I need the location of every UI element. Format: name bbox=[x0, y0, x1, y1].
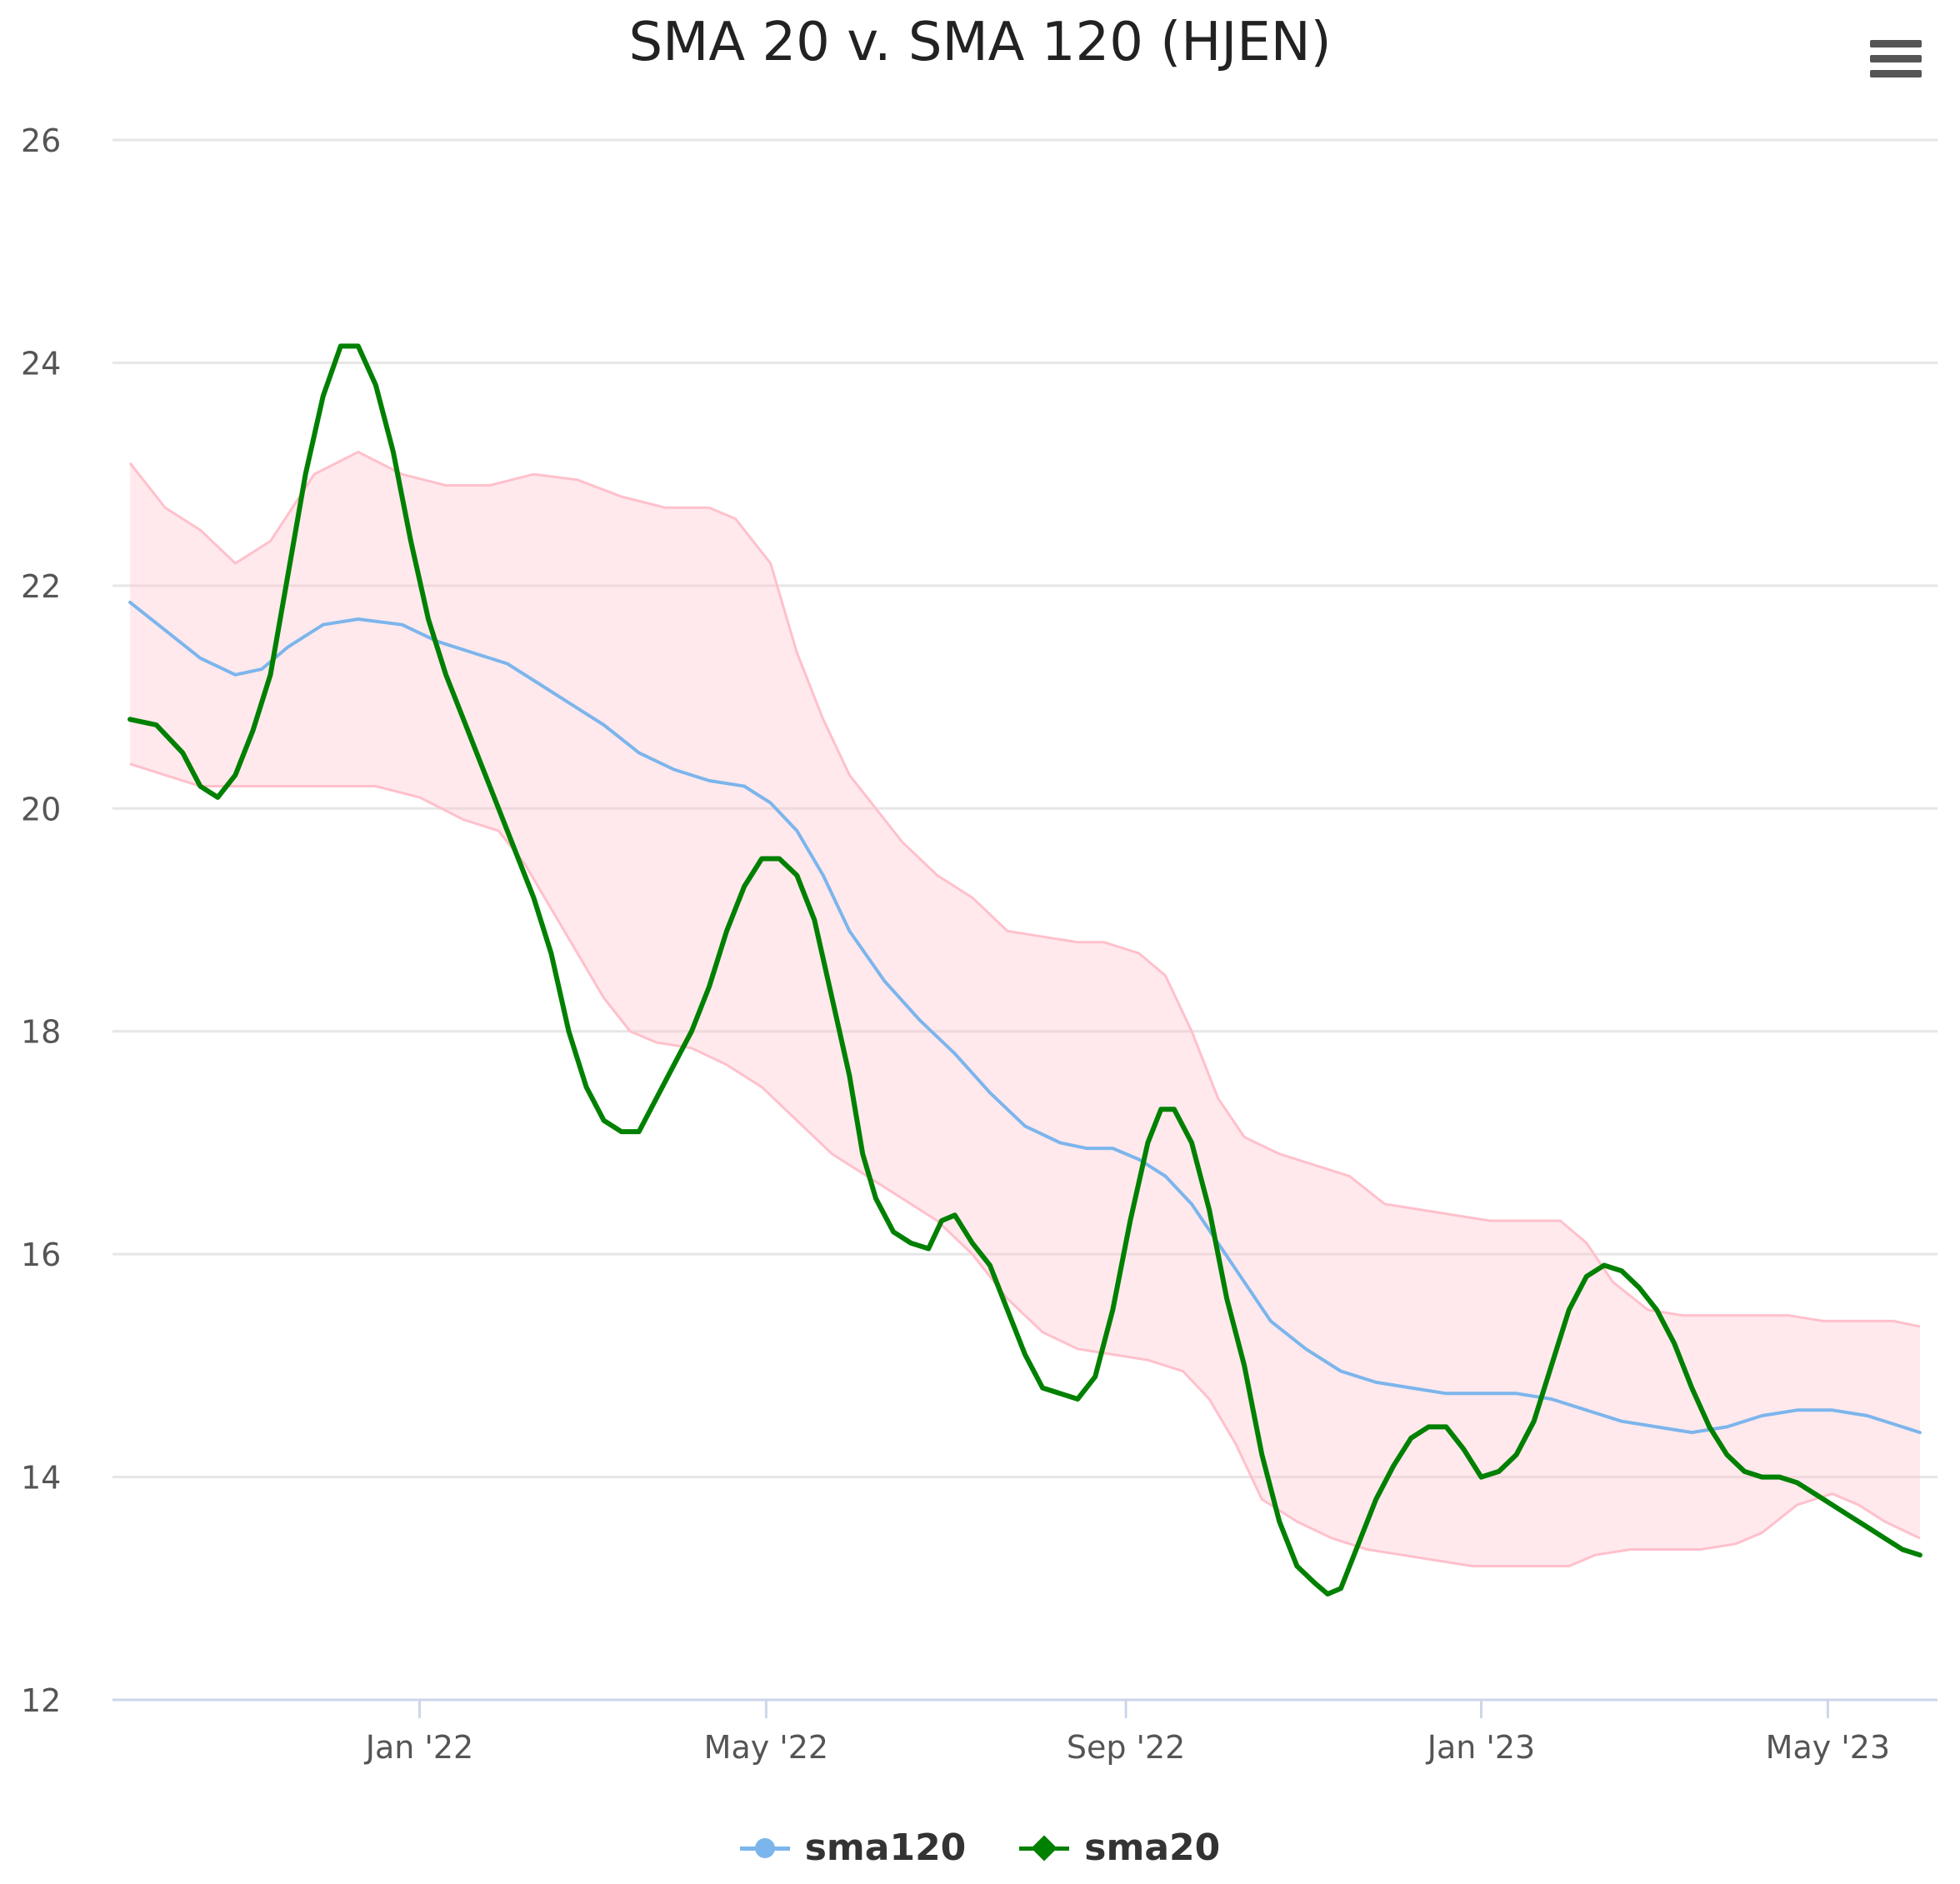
y-tick-label: 20 bbox=[21, 791, 61, 827]
y-tick-label: 26 bbox=[21, 122, 61, 159]
legend-item-sma120[interactable]: sma120 bbox=[739, 1827, 967, 1869]
sma120-legend-icon bbox=[739, 1836, 790, 1861]
series-line-sma120 bbox=[128, 600, 1922, 1435]
chart-plot: 12 14 16 18 20 22 24 26 Jan '22 May '22 Sep '22 Jan… bbox=[21, 122, 1938, 1766]
legend-label-sma20: sma20 bbox=[1084, 1827, 1221, 1869]
legend-label-sma120: sma120 bbox=[804, 1827, 967, 1869]
x-tick-label: Sep '22 bbox=[1067, 1729, 1186, 1766]
x-tick-label: Jan '23 bbox=[1426, 1729, 1535, 1766]
band-upper-line bbox=[128, 450, 1921, 1328]
band-area bbox=[130, 452, 1920, 1567]
grid-layer bbox=[112, 138, 1938, 1479]
axis-layer: 12 14 16 18 20 22 24 26 Jan '22 May '22 Sep '22 Jan… bbox=[21, 122, 1938, 1766]
x-tick-label: Jan '22 bbox=[364, 1729, 473, 1766]
legend: sma120 sma20 bbox=[0, 1827, 1960, 1869]
sma20-legend-icon bbox=[1019, 1834, 1070, 1862]
series-layer bbox=[128, 343, 1922, 1597]
y-tick-label: 24 bbox=[21, 345, 61, 382]
band-layer bbox=[128, 450, 1921, 1568]
chart-title: SMA 20 v. SMA 120 (HJEN) bbox=[628, 12, 1332, 73]
x-tick-label: May '23 bbox=[1766, 1729, 1890, 1766]
legend-item-sma20[interactable]: sma20 bbox=[1019, 1827, 1220, 1869]
x-tick-label: May '22 bbox=[704, 1729, 828, 1766]
y-tick-label: 18 bbox=[21, 1014, 61, 1051]
y-tick-label: 12 bbox=[21, 1682, 61, 1719]
y-tick-label: 22 bbox=[21, 568, 61, 605]
menu-icon-bar bbox=[1870, 55, 1922, 62]
y-tick-label: 14 bbox=[21, 1460, 61, 1497]
menu-icon-bar bbox=[1870, 40, 1922, 47]
y-tick-label: 16 bbox=[21, 1237, 61, 1273]
band-lower-line bbox=[129, 762, 1921, 1568]
chart-menu-button[interactable] bbox=[1865, 33, 1925, 87]
menu-icon-bar bbox=[1870, 70, 1922, 77]
series-line-sma20 bbox=[128, 343, 1922, 1597]
